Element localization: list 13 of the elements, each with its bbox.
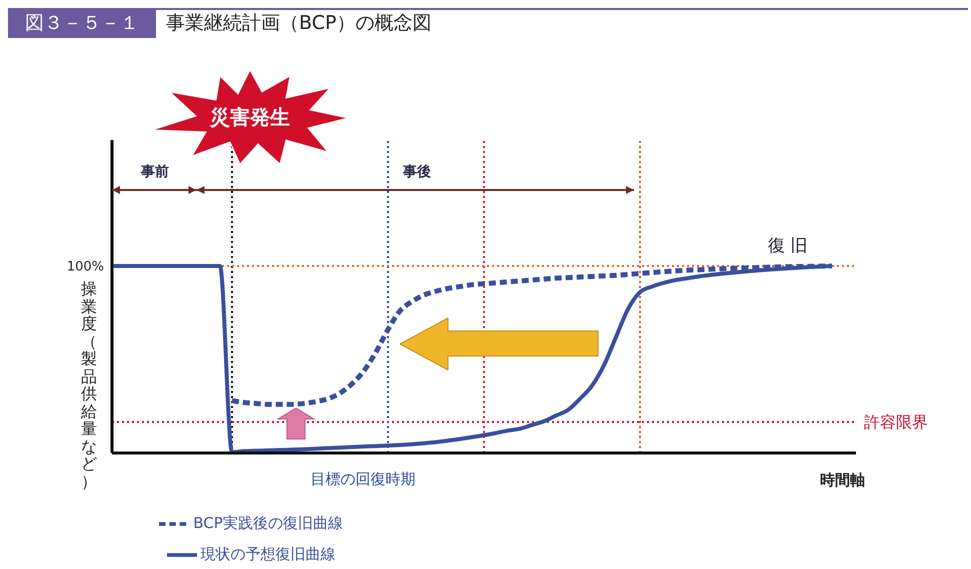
- text: 目標の回復時期: [309, 470, 416, 489]
- text: 復 旧: [768, 235, 808, 257]
- legend-label: BCP実践後の復旧曲線: [193, 514, 343, 532]
- text: 事前: [140, 163, 170, 181]
- ref-line-label: 100%: [66, 260, 104, 275]
- chart-title: 事業継続計画（BCP）の概念図: [166, 11, 432, 36]
- legend-label: 現状の予想復旧曲線: [200, 544, 336, 563]
- caption: 図３－５－１: [8, 8, 156, 38]
- text: 操業度（製品供給量など）: [81, 279, 97, 490]
- text: 災害発生: [208, 104, 291, 131]
- x-axis-title: 時間軸: [820, 471, 865, 490]
- ref-line-label: 許容限界: [864, 412, 928, 432]
- text: 事後: [402, 163, 432, 181]
